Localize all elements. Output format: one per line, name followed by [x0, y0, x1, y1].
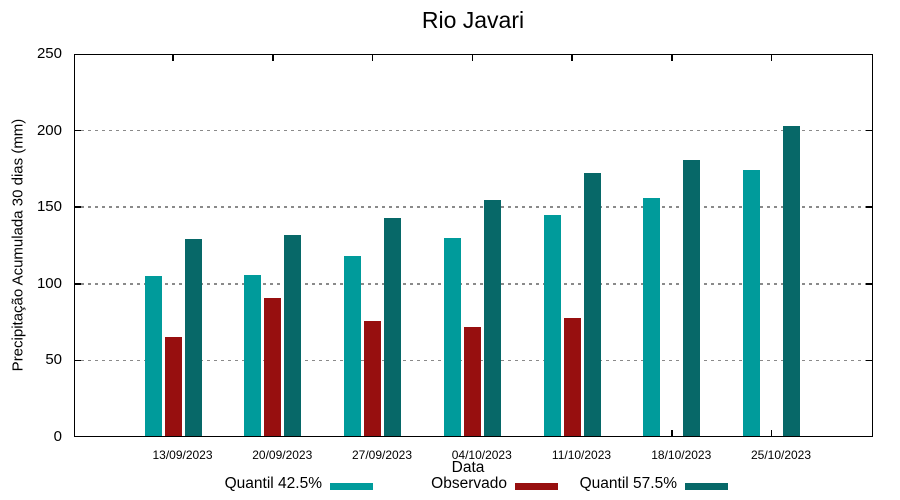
plot-area [74, 54, 873, 437]
y-tick-right [866, 206, 873, 208]
x-tick-top [371, 54, 374, 61]
bar-series2-20/09/2023 [264, 297, 282, 437]
y-tick-right [866, 359, 873, 362]
bar-series3-18/10/2023 [683, 159, 701, 437]
x-tick-top [770, 54, 773, 61]
y-tick-left [74, 359, 81, 362]
legend-label-series1: Quantil 42.5% [224, 475, 322, 492]
bar-series3-11/10/2023 [583, 173, 601, 437]
bar-series1-25/10/2023 [743, 170, 760, 437]
y-tick-label: 50 [45, 351, 62, 369]
x-tick-top [671, 54, 673, 61]
bar-series1-18/10/2023 [643, 198, 661, 437]
x-axis-title: Data [451, 459, 485, 476]
chart-title: Rio Javari [421, 7, 525, 33]
y-axis-title: Precipitação Acumulada 30 dias (mm) [9, 118, 27, 372]
gridline-y-150 [74, 206, 873, 208]
y-tick-left [74, 283, 81, 285]
y-tick-label: 100 [36, 274, 62, 292]
bar-series2-11/10/2023 [563, 317, 581, 437]
y-tick-label: 200 [36, 121, 62, 139]
legend-swatch-series2 [515, 483, 558, 490]
y-tick-right [866, 129, 873, 132]
bar-series1-27/09/2023 [344, 256, 361, 437]
x-tick-label: 04/10/2023 [451, 448, 512, 462]
legend-swatch-series3 [685, 483, 728, 490]
gridline-y-200 [74, 129, 873, 132]
bar-series3-04/10/2023 [483, 199, 501, 437]
bar-series2-04/10/2023 [463, 326, 481, 437]
x-tick-top [571, 54, 573, 61]
y-tick-label: 150 [36, 198, 62, 216]
gridline-y-100 [74, 283, 873, 285]
y-tick-left [74, 129, 81, 132]
legend-label-series2: Observado [431, 475, 507, 492]
bar-series3-25/10/2023 [783, 126, 800, 437]
x-tick-label: 20/09/2023 [252, 448, 313, 462]
x-tick-label: 27/09/2023 [351, 448, 413, 462]
legend-swatch-series1 [330, 483, 373, 490]
x-tick-label: 11/10/2023 [551, 448, 612, 462]
y-tick-label: 0 [53, 428, 62, 445]
bar-series3-27/09/2023 [384, 217, 401, 437]
x-tick-top [172, 54, 174, 61]
x-tick-bottom [770, 430, 773, 437]
x-tick-label: 18/10/2023 [651, 448, 712, 462]
y-tick-right [866, 283, 873, 285]
legend-label-series3: Quantil 57.5% [579, 475, 677, 492]
bar-series1-13/09/2023 [144, 276, 162, 437]
x-tick-label: 13/09/2023 [152, 448, 213, 462]
y-tick-left [74, 206, 81, 208]
plot-border [74, 54, 873, 437]
bar-series3-20/09/2023 [284, 234, 302, 437]
bar-series1-20/09/2023 [244, 274, 262, 437]
x-tick-bottom [671, 430, 673, 437]
x-tick-top [272, 54, 274, 61]
bar-series1-04/10/2023 [443, 237, 461, 437]
bar-series1-11/10/2023 [543, 214, 561, 437]
x-tick-top [471, 54, 473, 61]
x-tick-label: 25/10/2023 [750, 448, 812, 462]
bar-series2-13/09/2023 [164, 337, 182, 437]
y-tick-label: 250 [36, 45, 62, 62]
bar-series3-13/09/2023 [184, 239, 202, 437]
bar-series2-27/09/2023 [364, 320, 381, 437]
